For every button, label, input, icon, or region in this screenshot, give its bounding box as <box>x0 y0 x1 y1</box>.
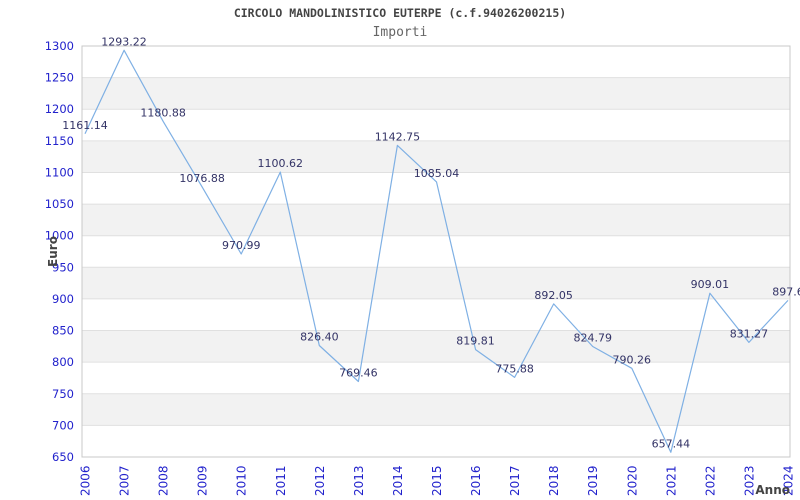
x-tick-label: 2008 <box>157 465 171 496</box>
y-tick-label: 1200 <box>45 102 74 116</box>
y-tick-label: 1000 <box>45 229 74 243</box>
x-tick-label: 2006 <box>79 465 93 496</box>
x-tick-label: 2016 <box>469 465 483 496</box>
data-point-label: 892.05 <box>534 289 573 302</box>
data-point-label: 819.81 <box>456 335 495 348</box>
grid-band <box>82 330 790 363</box>
grid-band <box>82 77 790 110</box>
x-tick-label: 2009 <box>196 465 210 496</box>
y-tick-label: 800 <box>52 355 74 369</box>
grid-band <box>82 393 790 426</box>
data-point-label: 826.40 <box>300 330 339 343</box>
y-tick-label: 1100 <box>45 165 74 179</box>
x-tick-label: 2017 <box>508 465 522 496</box>
y-tick-label: 750 <box>52 387 74 401</box>
x-tick-label: 2024 <box>782 465 796 496</box>
data-point-label: 769.46 <box>339 366 378 379</box>
data-point-label: 909.01 <box>691 278 730 291</box>
y-tick-label: 1250 <box>45 71 74 85</box>
x-tick-label: 2011 <box>274 465 288 496</box>
data-point-label: 970.99 <box>222 239 261 252</box>
x-tick-label: 2012 <box>313 465 327 496</box>
x-tick-label: 2018 <box>547 465 561 496</box>
data-point-label: 824.79 <box>573 331 612 344</box>
plot-border <box>81 45 791 458</box>
data-point-label: 1085.04 <box>414 167 460 180</box>
y-tick-label: 900 <box>52 292 74 306</box>
x-tick-label: 2010 <box>235 465 249 496</box>
data-point-label: 897.6 <box>772 285 800 298</box>
data-point-label: 1076.88 <box>179 172 225 185</box>
data-point-label: 1180.88 <box>140 106 186 119</box>
chart-subtitle: Importi <box>372 25 428 40</box>
y-tick-label: 700 <box>52 418 74 432</box>
y-tick-label: 650 <box>52 450 74 464</box>
x-axis-title: Anno <box>755 483 790 497</box>
grid-band <box>82 267 790 299</box>
grid-band <box>82 204 790 236</box>
y-tick-label: 1300 <box>45 39 74 53</box>
data-point-label: 1142.75 <box>375 130 421 143</box>
x-tick-label: 2014 <box>391 465 405 496</box>
x-tick-label: 2022 <box>703 465 717 496</box>
x-tick-label: 2019 <box>586 465 600 496</box>
x-tick-label: 2007 <box>118 465 132 496</box>
y-tick-label: 1050 <box>45 197 74 211</box>
y-axis-title: Euro <box>46 236 60 267</box>
y-tick-label: 850 <box>52 324 74 338</box>
x-tick-label: 2023 <box>742 465 756 496</box>
series-line <box>84 49 789 453</box>
x-tick-label: 2015 <box>430 465 444 496</box>
data-point-label: 657.44 <box>652 437 691 450</box>
chart-title: CIRCOLO MANDOLINISTICO EUTERPE (c.f.9402… <box>233 6 567 20</box>
y-tick-label: 1150 <box>45 134 74 148</box>
x-tick-label: 2020 <box>625 465 639 496</box>
data-point-label: 1100.62 <box>258 157 304 170</box>
data-point-label: 790.26 <box>613 353 652 366</box>
data-point-label: 775.88 <box>495 362 534 375</box>
x-tick-label: 2013 <box>352 465 366 496</box>
data-point-label: 831.27 <box>730 327 769 340</box>
grid-band <box>82 140 790 173</box>
data-point-label: 1293.22 <box>101 35 147 48</box>
y-tick-label: 950 <box>52 260 74 274</box>
x-tick-label: 2021 <box>664 465 678 496</box>
data-point-label: 1161.14 <box>62 119 108 132</box>
